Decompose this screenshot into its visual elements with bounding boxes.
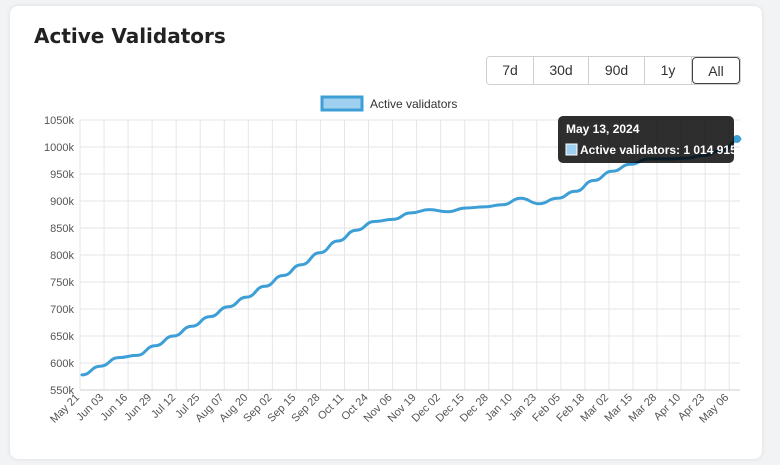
x-tick-label: Jun 29 <box>122 392 154 424</box>
tooltip-box <box>558 116 734 163</box>
legend-swatch-icon <box>320 95 364 112</box>
y-tick-label: 600k <box>50 358 74 370</box>
y-axis-ticks: 550k 600k 650k 700k 750k 800k 850k 900k 950k 1000… <box>44 115 74 397</box>
chart-grid <box>79 119 740 391</box>
time-range-selector: 7d 30d 90d 1y All <box>486 56 741 85</box>
series-line-active-validators <box>80 137 742 377</box>
hover-point[interactable] <box>733 134 741 143</box>
tooltip-value: Active validators: 1 014 915 <box>580 143 737 157</box>
tooltip-swatch-icon <box>565 143 578 156</box>
range-button-90d[interactable]: 90d <box>589 57 645 84</box>
y-tick-label: 750k <box>50 277 74 289</box>
y-tick-label: 1000k <box>44 142 74 154</box>
legend[interactable]: Active validators <box>320 95 457 112</box>
y-tick-label: 800k <box>50 250 74 262</box>
legend-label: Active validators <box>370 97 457 111</box>
y-tick-label: 1050k <box>44 115 74 127</box>
y-tick-label: 850k <box>50 223 74 235</box>
y-tick-label: 550k <box>50 385 74 397</box>
range-button-30d[interactable]: 30d <box>534 57 589 84</box>
chart-card: Active Validators 7d 30d 90d 1y All <box>10 6 762 459</box>
range-button-1y[interactable]: 1y <box>645 57 692 84</box>
card-title: Active Validators <box>34 24 226 48</box>
tooltip-date: May 13, 2024 <box>566 122 640 136</box>
range-button-7d[interactable]: 7d <box>487 57 534 84</box>
y-tick-label: 650k <box>50 331 74 343</box>
x-tick-label: Jul 12 <box>149 392 178 421</box>
range-button-all[interactable]: All <box>692 57 740 84</box>
y-tick-label: 950k <box>50 169 74 181</box>
tooltip: May 13, 2024 Active validators: 1 014 91… <box>558 116 737 163</box>
y-tick-label: 900k <box>50 196 74 208</box>
y-tick-label: 700k <box>50 304 74 316</box>
